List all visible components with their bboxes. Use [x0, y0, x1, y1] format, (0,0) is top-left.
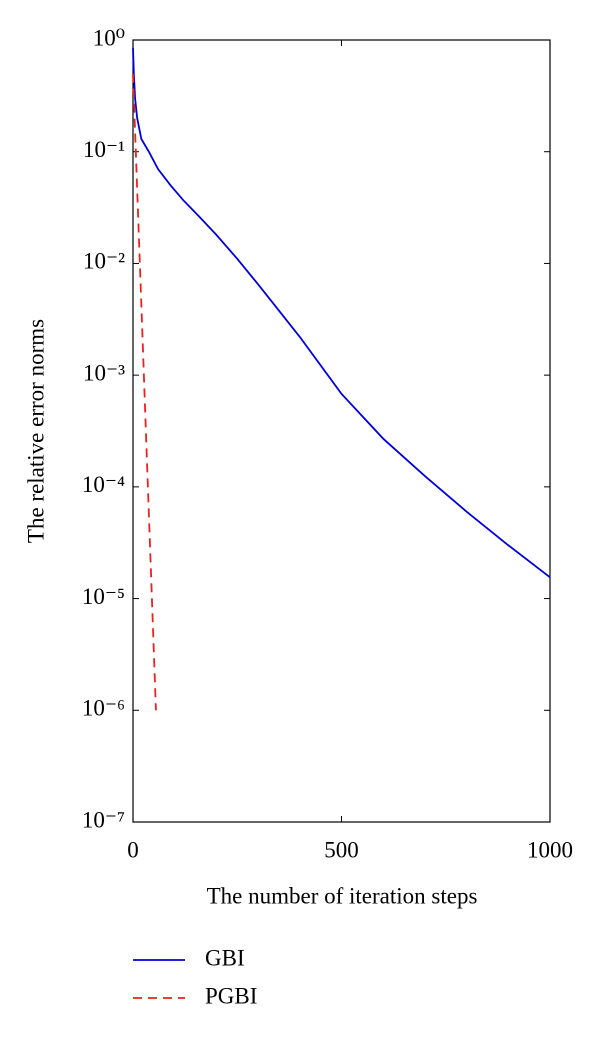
y-tick-label: 10⁻¹ [83, 137, 125, 162]
x-axis-label: The number of iteration steps [207, 883, 478, 908]
legend-label: GBI [205, 945, 245, 970]
y-axis-label: The relative error norms [23, 319, 48, 543]
y-tick-label: 10⁻⁷ [82, 807, 125, 832]
x-tick-label: 500 [324, 837, 359, 862]
legend-label: PGBI [205, 983, 257, 1008]
x-tick-label: 1000 [527, 837, 573, 862]
series-line [132, 47, 551, 579]
series-line [132, 73, 157, 711]
y-tick-label: 10⁻⁴ [82, 472, 125, 497]
x-tick-label: 0 [127, 837, 139, 862]
y-tick-label: 10⁻⁶ [82, 696, 125, 721]
y-tick-label: 10⁻⁵ [82, 584, 125, 609]
y-tick-label: 10⁰ [93, 25, 125, 50]
y-tick-label: 10⁻³ [83, 360, 125, 385]
plot-frame [132, 39, 551, 823]
y-tick-label: 10⁻² [83, 249, 125, 274]
